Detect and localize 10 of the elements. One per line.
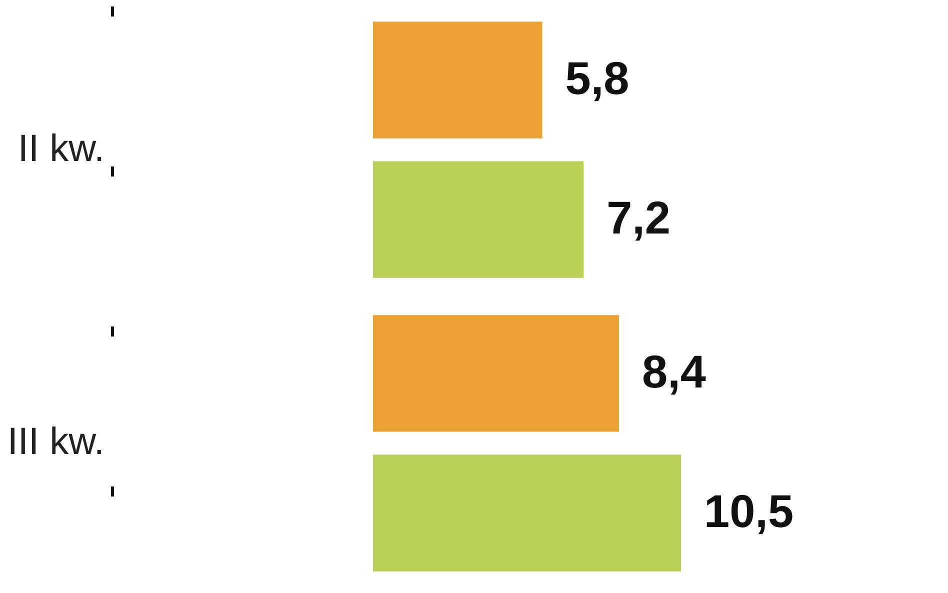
- data-label: 5,8: [565, 52, 630, 104]
- data-label: 7,2: [606, 192, 671, 244]
- data-label: 10,5: [704, 485, 794, 538]
- bar: [371, 159, 586, 280]
- y-tick-label: III kw.: [7, 421, 104, 464]
- bar: [371, 452, 683, 574]
- data-label: 8,4: [642, 345, 706, 398]
- bar: [371, 313, 621, 434]
- bar: [371, 20, 544, 140]
- y-tick-label: II kw.: [18, 128, 104, 170]
